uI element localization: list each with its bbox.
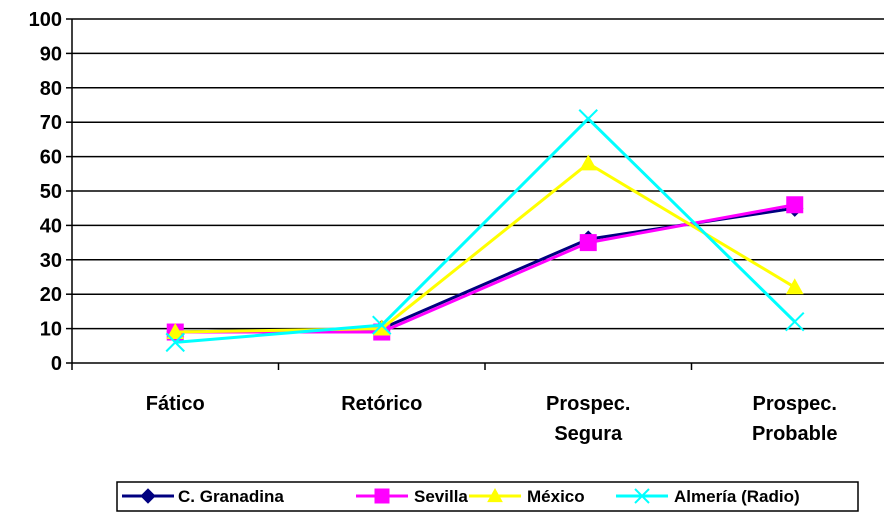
series-line bbox=[175, 116, 796, 344]
legend-label: Sevilla bbox=[414, 487, 468, 506]
y-tick-label: 50 bbox=[40, 181, 62, 203]
y-tick-label: 80 bbox=[40, 78, 62, 100]
data-point bbox=[487, 487, 503, 503]
y-tick-label: 10 bbox=[40, 319, 62, 341]
data-point bbox=[634, 488, 650, 504]
x-category-label: Prospec. Segura bbox=[546, 393, 630, 445]
legend-label: C. Granadina bbox=[178, 487, 284, 506]
data-point bbox=[785, 278, 804, 295]
data-point-stroke bbox=[165, 332, 185, 353]
data-point bbox=[578, 109, 598, 129]
axes bbox=[71, 19, 884, 370]
legend-label: México bbox=[527, 487, 585, 506]
data-point-stroke bbox=[785, 312, 805, 332]
data-point-stroke bbox=[634, 488, 650, 504]
legend: C. Granadina Sevilla México Almería (Radio) bbox=[116, 481, 859, 512]
data-point bbox=[166, 323, 185, 339]
data-point bbox=[786, 196, 804, 214]
data-point bbox=[165, 332, 185, 353]
data-point bbox=[374, 488, 390, 504]
series-line bbox=[175, 206, 795, 334]
data-point bbox=[785, 312, 805, 332]
x-axis-categories: Fático Retórico Prospec. Segura Prospec. Prob… bbox=[146, 393, 838, 445]
series bbox=[166, 196, 804, 341]
y-tick-label: 90 bbox=[40, 43, 62, 65]
data-point-stroke bbox=[578, 109, 598, 129]
grid-lines bbox=[72, 18, 884, 330]
y-tick-label: 40 bbox=[40, 215, 62, 237]
series-line bbox=[175, 161, 796, 334]
x-category-label: Fático bbox=[146, 393, 205, 415]
series-lines bbox=[165, 109, 805, 353]
y-tick-label: 30 bbox=[40, 250, 62, 272]
x-category-label: Retórico bbox=[341, 393, 422, 415]
data-point bbox=[579, 234, 597, 252]
y-tick-label: 0 bbox=[51, 353, 62, 375]
legend-label: Almería (Radio) bbox=[674, 487, 800, 506]
data-point bbox=[372, 315, 392, 335]
y-axis-ticks: 0 10 20 30 40 50 60 70 80 90 100 bbox=[29, 9, 72, 375]
y-tick-label: 60 bbox=[40, 147, 62, 169]
data-point-stroke bbox=[372, 315, 392, 335]
series bbox=[166, 154, 804, 339]
y-tick-label: 100 bbox=[29, 9, 62, 31]
data-point bbox=[579, 154, 598, 171]
y-tick-label: 20 bbox=[40, 284, 62, 306]
data-point bbox=[140, 488, 156, 504]
y-tick-label: 70 bbox=[40, 112, 62, 134]
x-category-label: Prospec. Probable bbox=[752, 393, 838, 445]
series bbox=[165, 109, 805, 353]
